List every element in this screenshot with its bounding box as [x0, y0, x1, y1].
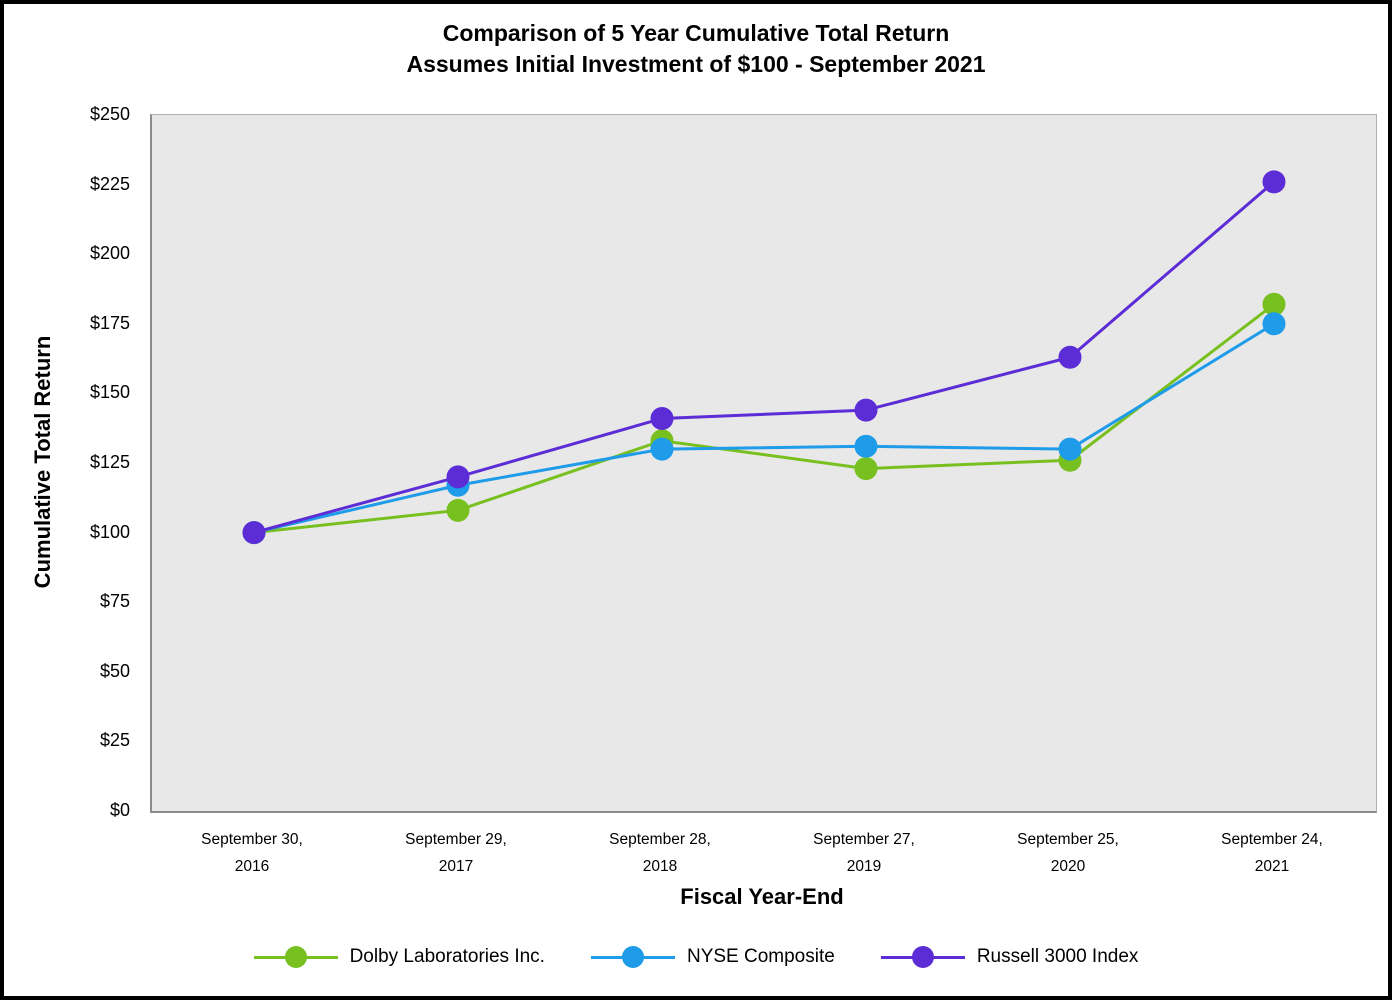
data-point-marker	[650, 437, 674, 461]
x-tick-label: September 30, 2016	[201, 831, 303, 875]
chart-title: Comparison of 5 Year Cumulative Total Re…	[4, 18, 1388, 80]
y-tick-label: $200	[89, 243, 130, 264]
legend-item: Russell 3000 Index	[880, 946, 1139, 968]
y-tick-label: $25	[99, 730, 130, 751]
data-point-marker	[1262, 170, 1286, 194]
data-point-marker	[1262, 312, 1286, 336]
y-tick-label: $225	[89, 173, 130, 194]
y-tick-label: $50	[99, 660, 130, 681]
series-line	[253, 303, 1275, 535]
legend-line-marker-icon	[590, 946, 675, 968]
data-point-marker	[1058, 345, 1082, 369]
legend-line-marker-icon	[880, 946, 965, 968]
x-axis-tick-labels: September 30, 2016 September 29, 2017 Sept…	[150, 826, 1374, 880]
data-point-marker	[446, 465, 470, 489]
legend-label: NYSE Composite	[686, 946, 835, 967]
data-point-marker	[446, 498, 470, 522]
x-tick-label: September 29, 2017	[405, 831, 507, 875]
x-tick-label: September 27, 2019	[813, 831, 915, 875]
x-tick-label: September 24, 2021	[1221, 831, 1323, 875]
y-tick-label: $125	[89, 452, 130, 472]
plot-area	[150, 114, 1377, 813]
data-point-marker	[1262, 292, 1286, 316]
y-tick-label: $75	[99, 591, 130, 612]
y-tick-label: $175	[89, 312, 130, 333]
legend-line-marker-icon	[253, 946, 338, 968]
legend-item: Dolby Laboratories Inc.	[253, 946, 545, 968]
data-point-marker	[854, 398, 878, 422]
y-tick-label: $150	[89, 382, 130, 403]
legend-label: Dolby Laboratories Inc.	[349, 946, 545, 967]
data-point-marker	[854, 457, 878, 481]
legend-dot-icon	[621, 946, 644, 968]
legend-item: NYSE Composite	[590, 946, 835, 968]
legend-dot-icon	[911, 946, 934, 968]
data-point-marker	[242, 521, 266, 545]
chart-title-line1: Comparison of 5 Year Cumulative Total Re…	[442, 20, 950, 46]
legend-label: Russell 3000 Index	[976, 946, 1139, 967]
y-axis-title: Cumulative Total Return	[30, 335, 55, 589]
data-point-marker	[1058, 437, 1082, 461]
x-tick-label: September 25, 2020	[1017, 831, 1119, 875]
y-tick-label: $100	[89, 521, 130, 542]
series-line	[253, 180, 1275, 535]
chart-title-line2: Assumes Initial Investment of $100 - Sep…	[406, 51, 986, 77]
legend-dot-icon	[284, 946, 307, 968]
data-point-marker	[854, 434, 878, 458]
x-axis-title: Fiscal Year-End	[680, 884, 844, 909]
series-line	[253, 322, 1275, 535]
y-tick-label: $0	[109, 800, 130, 820]
y-tick-label: $250	[89, 104, 130, 124]
data-point-marker	[650, 406, 674, 430]
x-tick-label: September 28, 2018	[609, 831, 711, 875]
chart-legend: Dolby Laboratories Inc. NYSE Composite Rus…	[4, 946, 1388, 968]
plot-svg	[242, 170, 1286, 545]
